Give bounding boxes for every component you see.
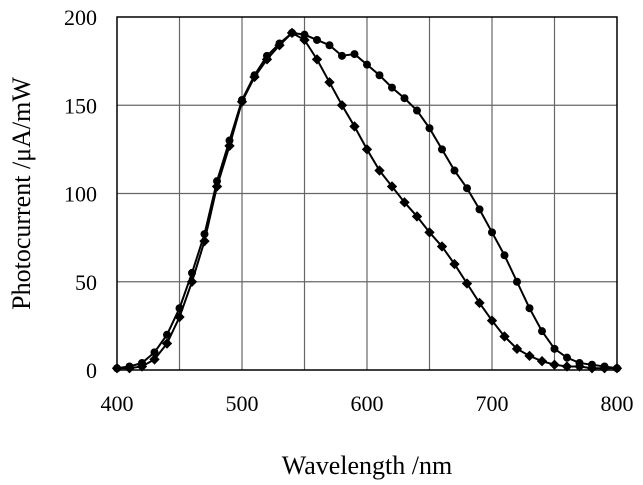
series-layer [111,27,623,374]
data-point-diamond [149,354,160,365]
data-point-diamond [236,96,248,107]
data-point-diamond [161,338,173,349]
series-2 [111,27,623,374]
data-point-circle [525,304,534,313]
data-point-circle [350,50,359,59]
data-point-circle [362,60,371,69]
y-tick-label: 150 [64,93,97,118]
data-point-diamond [461,278,473,289]
plot-frame [116,16,618,371]
data-point-diamond [174,311,185,323]
data-point-diamond [324,77,335,88]
data-point-circle [450,166,459,175]
data-point-diamond [386,181,398,192]
data-point-diamond [561,361,573,372]
data-point-circle [412,106,421,115]
y-tick-label: 0 [86,358,97,383]
y-tick-label: 100 [64,182,97,207]
data-point-diamond [524,350,535,362]
data-point-circle [475,205,484,214]
x-tick-labels: 400 500 600 700 800 [101,391,634,416]
data-point-diamond [261,54,273,65]
data-point-diamond [586,363,598,374]
data-point-diamond [336,100,348,111]
y-tick-label: 50 [75,270,97,295]
data-point-circle [462,184,471,193]
data-point-diamond [411,211,423,222]
data-point-circle [387,83,396,92]
data-point-circle [325,41,334,50]
data-point-diamond [436,241,448,252]
data-point-circle [437,145,446,154]
x-axis-title: Wavelength /nm [282,451,452,480]
data-point-circle [400,94,409,103]
data-point-diamond [199,235,210,247]
data-point-circle [500,251,509,260]
y-tick-labels: 0 50 100 150 200 [64,5,97,383]
data-point-diamond [536,356,548,367]
data-point-diamond [124,363,135,374]
data-point-diamond [486,315,498,326]
x-tick-label: 500 [226,391,259,416]
data-point-circle [538,327,547,336]
data-point-diamond [399,197,410,208]
data-point-diamond [349,121,360,132]
data-point-circle [312,35,321,44]
data-point-circle [563,353,572,362]
x-tick-label: 700 [476,391,509,416]
data-point-diamond [599,363,610,374]
data-point-diamond [549,359,560,370]
data-point-diamond [136,361,148,372]
data-point-circle [550,344,559,353]
data-point-circle [375,71,384,80]
data-point-diamond [211,181,223,192]
y-axis-title: Photocurrent /μA/mW [7,77,36,310]
data-point-diamond [224,140,235,152]
data-point-diamond [511,343,523,354]
data-point-diamond [574,361,585,372]
grid-lines [117,17,617,370]
data-point-diamond [311,54,323,65]
data-point-diamond [249,71,260,83]
x-tick-label: 600 [351,391,384,416]
data-point-circle [425,124,434,133]
data-point-circle [337,51,346,60]
x-tick-label: 800 [601,391,634,416]
data-point-diamond [449,258,460,270]
y-tick-label: 200 [64,5,97,30]
data-point-diamond [274,40,285,51]
data-point-diamond [474,297,485,309]
data-point-diamond [424,227,435,238]
data-point-diamond [186,276,198,287]
x-tick-label: 400 [101,391,134,416]
data-point-diamond [361,144,373,155]
data-point-diamond [286,27,298,39]
data-point-diamond [299,34,310,46]
data-point-diamond [499,331,510,342]
data-point-circle [487,228,496,237]
data-point-circle [513,277,522,286]
data-point-diamond [374,165,385,176]
